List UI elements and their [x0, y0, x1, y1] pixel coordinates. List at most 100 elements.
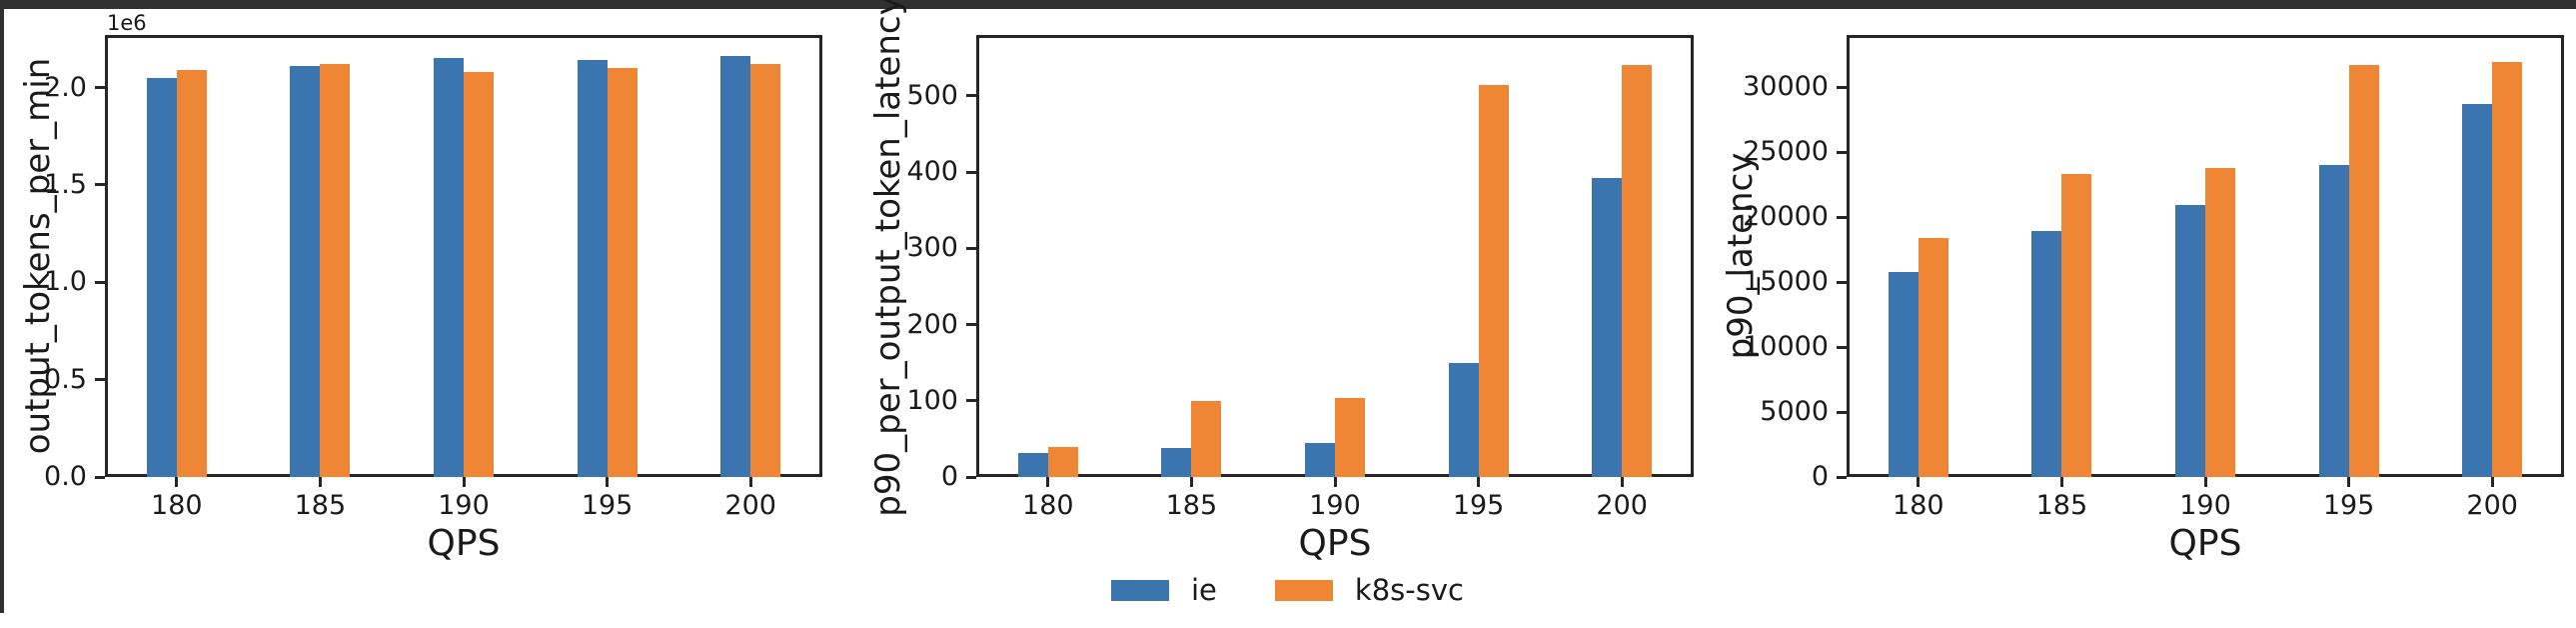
- y-tick-label: 0.5: [44, 363, 87, 395]
- x-tick-mark: [1477, 477, 1481, 487]
- legend-swatch-ie: [1111, 579, 1169, 601]
- bar-k8s-svc-200: [750, 64, 781, 477]
- y-tick-label: 5000: [1760, 396, 1829, 427]
- x-tick-mark: [2203, 477, 2207, 487]
- bar-ie-180: [1888, 271, 1919, 477]
- bar-ie-195: [577, 60, 608, 477]
- bar-ie-185: [1161, 448, 1192, 477]
- legend-entry-ie: ie: [1111, 574, 1217, 606]
- bar-ie-180: [146, 77, 177, 477]
- bar-k8s-svc-190: [1335, 397, 1365, 477]
- x-tick-mark: [2347, 477, 2351, 487]
- legend-label-k8s-svc: k8s-svc: [1354, 573, 1464, 607]
- bar-k8s-svc-180: [176, 70, 207, 477]
- y-tick-label: 500: [906, 79, 958, 111]
- y-tick-mark: [95, 183, 105, 187]
- bar-k8s-svc-195: [1478, 84, 1509, 477]
- y-tick-label: 15000: [1743, 266, 1829, 297]
- y-tick-label: 0: [940, 461, 958, 492]
- y-tick-mark: [1837, 410, 1847, 414]
- x-tick-label: 200: [2466, 490, 2518, 521]
- bar-k8s-svc-180: [1047, 446, 1078, 477]
- x-tick-label: 180: [1893, 490, 1944, 521]
- y-axis-label: p90_latency: [1721, 152, 1761, 360]
- bar-k8s-svc-185: [1191, 400, 1222, 477]
- bar-k8s-svc-180: [1918, 237, 1948, 477]
- legend-label-ie: ie: [1191, 573, 1217, 607]
- y-axis-label: p90_per_output_token_latency: [868, 0, 908, 517]
- legend: ie k8s-svc: [1111, 574, 1464, 606]
- x-tick-label: 190: [1309, 490, 1361, 521]
- y-tick-label: 25000: [1743, 136, 1829, 167]
- x-tick-label: 180: [151, 490, 203, 521]
- y-tick-label: 1.5: [44, 168, 87, 200]
- x-tick-label: 180: [1022, 490, 1074, 521]
- y-tick-label: 0: [1811, 461, 1829, 492]
- x-tick-label: 190: [438, 490, 490, 521]
- y-tick-label: 0.0: [44, 461, 87, 492]
- x-tick-label: 195: [2322, 490, 2375, 521]
- x-tick-mark: [462, 477, 466, 487]
- x-tick-mark: [318, 477, 322, 487]
- y-tick-label: 30000: [1743, 71, 1829, 102]
- axis-offset-text: 1e6: [107, 11, 147, 35]
- bar-ie-185: [2031, 231, 2062, 477]
- y-axis-label: output_tokens_per_min: [18, 57, 58, 455]
- y-tick-mark: [95, 378, 105, 382]
- x-tick-mark: [2490, 477, 2494, 487]
- bar-ie-185: [290, 66, 321, 477]
- x-tick-label: 185: [1165, 490, 1218, 521]
- bar-k8s-svc-190: [464, 71, 494, 477]
- x-tick-mark: [1917, 477, 1921, 487]
- bar-ie-195: [1448, 362, 1479, 477]
- x-tick-mark: [606, 477, 610, 487]
- x-tick-label: 195: [1452, 490, 1505, 521]
- y-tick-mark: [966, 475, 976, 479]
- bar-k8s-svc-185: [320, 64, 351, 477]
- y-tick-mark: [966, 94, 976, 98]
- bar-k8s-svc-185: [2061, 174, 2092, 477]
- y-tick-mark: [1837, 280, 1847, 284]
- bar-ie-180: [1017, 452, 1048, 477]
- legend-entry-k8s-svc: k8s-svc: [1274, 573, 1464, 607]
- y-tick-mark: [1837, 215, 1847, 219]
- bar-k8s-svc-190: [2205, 167, 2235, 477]
- y-tick-mark: [95, 86, 105, 90]
- y-tick-label: 20000: [1743, 201, 1829, 232]
- y-tick-label: 10000: [1743, 331, 1829, 362]
- bar-ie-200: [1592, 178, 1623, 477]
- y-tick-mark: [966, 246, 976, 250]
- y-tick-mark: [1837, 475, 1847, 479]
- x-tick-mark: [1620, 477, 1624, 487]
- bar-ie-195: [2318, 165, 2349, 477]
- y-tick-mark: [1837, 85, 1847, 89]
- x-tick-mark: [1189, 477, 1193, 487]
- x-tick-mark: [175, 477, 179, 487]
- bar-k8s-svc-200: [2492, 62, 2523, 477]
- x-tick-label: 195: [581, 490, 634, 521]
- x-tick-label: 200: [724, 490, 776, 521]
- legend-swatch-k8s-svc: [1274, 579, 1333, 601]
- x-axis-label: QPS: [427, 523, 501, 564]
- x-tick-label: 200: [1596, 490, 1648, 521]
- bar-ie-200: [2462, 103, 2493, 477]
- y-tick-label: 200: [906, 308, 958, 340]
- y-tick-label: 2.0: [44, 71, 87, 103]
- y-tick-mark: [95, 280, 105, 284]
- y-tick-mark: [1837, 345, 1847, 349]
- window-top-bar: [0, 0, 2576, 9]
- y-tick-mark: [95, 475, 105, 479]
- x-tick-label: 185: [2035, 490, 2088, 521]
- x-tick-label: 190: [2179, 490, 2231, 521]
- bar-ie-190: [2175, 205, 2205, 477]
- bar-k8s-svc-195: [607, 68, 638, 477]
- bar-k8s-svc-195: [2348, 64, 2379, 477]
- x-tick-mark: [748, 477, 752, 487]
- bar-ie-190: [1305, 443, 1335, 477]
- y-tick-mark: [1837, 150, 1847, 154]
- x-tick-mark: [1046, 477, 1050, 487]
- x-tick-mark: [2059, 477, 2063, 487]
- y-tick-mark: [966, 323, 976, 327]
- x-axis-label: QPS: [2168, 523, 2242, 564]
